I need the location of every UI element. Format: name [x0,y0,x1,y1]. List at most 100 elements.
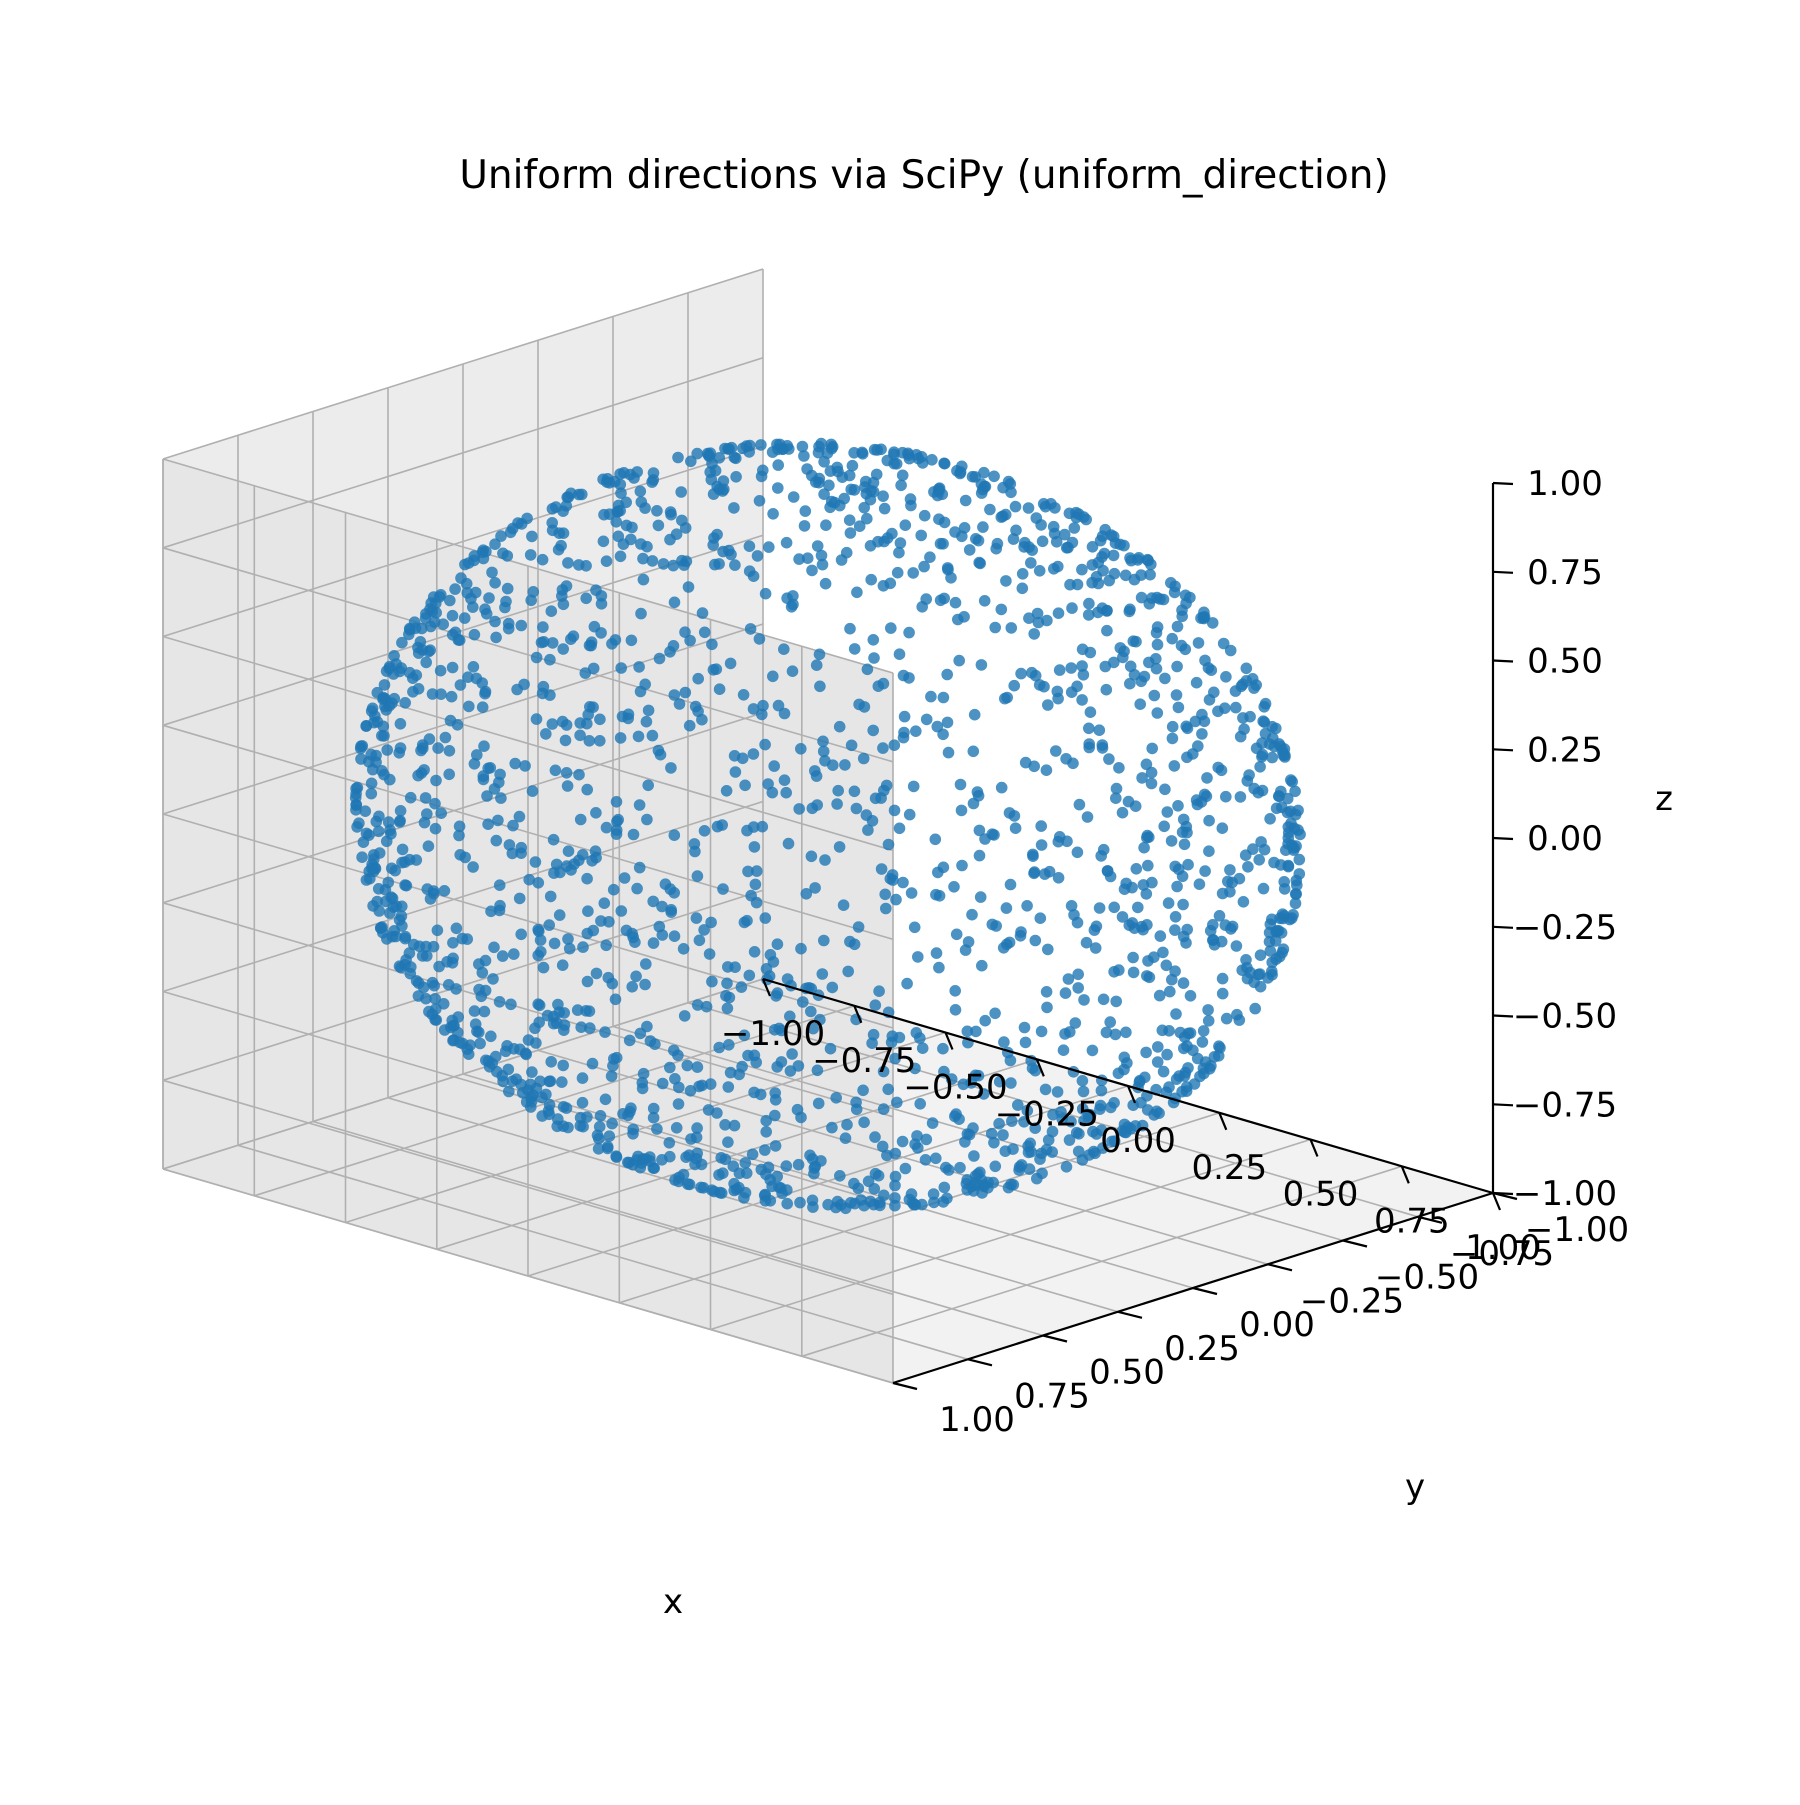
scatter-point [477,773,490,786]
scatter-point [543,919,555,931]
scatter-point [747,748,760,760]
scatter-point [644,1035,657,1047]
scatter-point [460,577,473,590]
scatter-point [672,1049,684,1062]
scatter-point [381,744,394,756]
scatter-point [1256,748,1269,761]
scatter-point [904,493,917,505]
scatter-point [747,703,760,715]
scatter-point [420,656,433,669]
scatter-point [1206,617,1219,629]
scatter-point [772,699,785,712]
scatter-point [428,616,441,628]
scatter-point [850,1103,863,1116]
scatter-point [997,510,1009,522]
scatter-point [1100,683,1113,696]
scatter-point [793,803,805,815]
scatter-point [610,1150,622,1162]
floor-gridline-x [710,1138,1311,1331]
scatter-point [1009,822,1022,834]
scatter-point [1042,699,1054,711]
y-tick-label: 0.25 [1164,1329,1240,1369]
scatter-point [1140,758,1153,771]
scatter-point [581,717,593,730]
scatter-point [1109,1028,1122,1041]
z-tick [1492,925,1514,929]
scatter-point [373,905,386,917]
scatter-point [1150,1105,1163,1118]
scatter-point [677,943,690,955]
scatter-point [978,595,991,607]
scatter-point [1224,864,1236,876]
scatter-point [1048,563,1060,575]
scatter-point [756,820,769,833]
scatter-point [603,477,616,489]
scatter-point [667,559,680,572]
scatter-point [956,859,968,872]
scatter-point [691,999,704,1011]
scatter-point [420,992,432,1005]
scatter-point [1077,511,1090,523]
scatter-point [423,733,436,745]
scatter-point [1197,1025,1210,1037]
scatter-point [487,973,499,985]
scatter-point [526,530,538,543]
scatter-point [544,890,557,903]
scatter-point [370,749,382,762]
scatter-point [446,661,459,674]
scatter-point [399,697,412,709]
scatter-point [1076,694,1088,706]
scatter-point [637,573,650,586]
scatter-point [1077,669,1090,681]
scatter-point [677,1168,690,1181]
scatter-point [647,467,660,479]
scatter-point [538,636,550,648]
scatter-point [647,1111,660,1124]
scatter-point [515,1078,527,1091]
scatter-point [1001,691,1013,704]
scatter-point [1118,539,1130,552]
x-tick-label: 0.00 [1100,1121,1176,1161]
scatter-point [1215,764,1228,777]
scatter-point [640,958,652,970]
scatter-point [642,779,654,792]
scatter-point [373,810,385,823]
scatter-point [751,550,764,562]
scatter-point [938,1181,951,1194]
scatter-point [1166,720,1179,733]
scatter-point [631,882,643,895]
scatter-point [479,685,492,698]
scatter-point [1234,791,1247,803]
scatter-point [1097,843,1110,856]
scatter-point [497,547,509,560]
scatter-point [1035,1025,1048,1038]
scatter-point [356,851,368,863]
scatter-point [1014,930,1027,942]
scatter-point [818,934,830,947]
scatter-point [430,774,442,787]
scatter-point [786,1048,798,1060]
scatter-point [557,1059,569,1072]
x-tick [944,1032,954,1050]
scatter-point [1169,924,1181,936]
scatter-point [664,1061,676,1074]
scatter-point [919,1154,932,1166]
scatter-point [1120,1026,1132,1039]
scatter-point [730,452,742,465]
scatter-point [543,1075,556,1088]
x-tick-label: 0.50 [1283,1175,1359,1215]
back-wall-gridline-z [162,813,894,1029]
scatter-point [848,1177,860,1190]
scatter-point [982,1176,994,1189]
scatter-point [938,457,950,470]
scatter-point [403,666,416,679]
scatter-point [1151,638,1164,651]
scatter-point [587,701,599,713]
scatter-point [942,746,955,759]
scatter-point [930,1152,942,1165]
scatter-point [949,985,961,997]
scatter-point [545,1056,557,1068]
scatter-point [937,1196,950,1208]
scatter-point [722,1136,734,1148]
